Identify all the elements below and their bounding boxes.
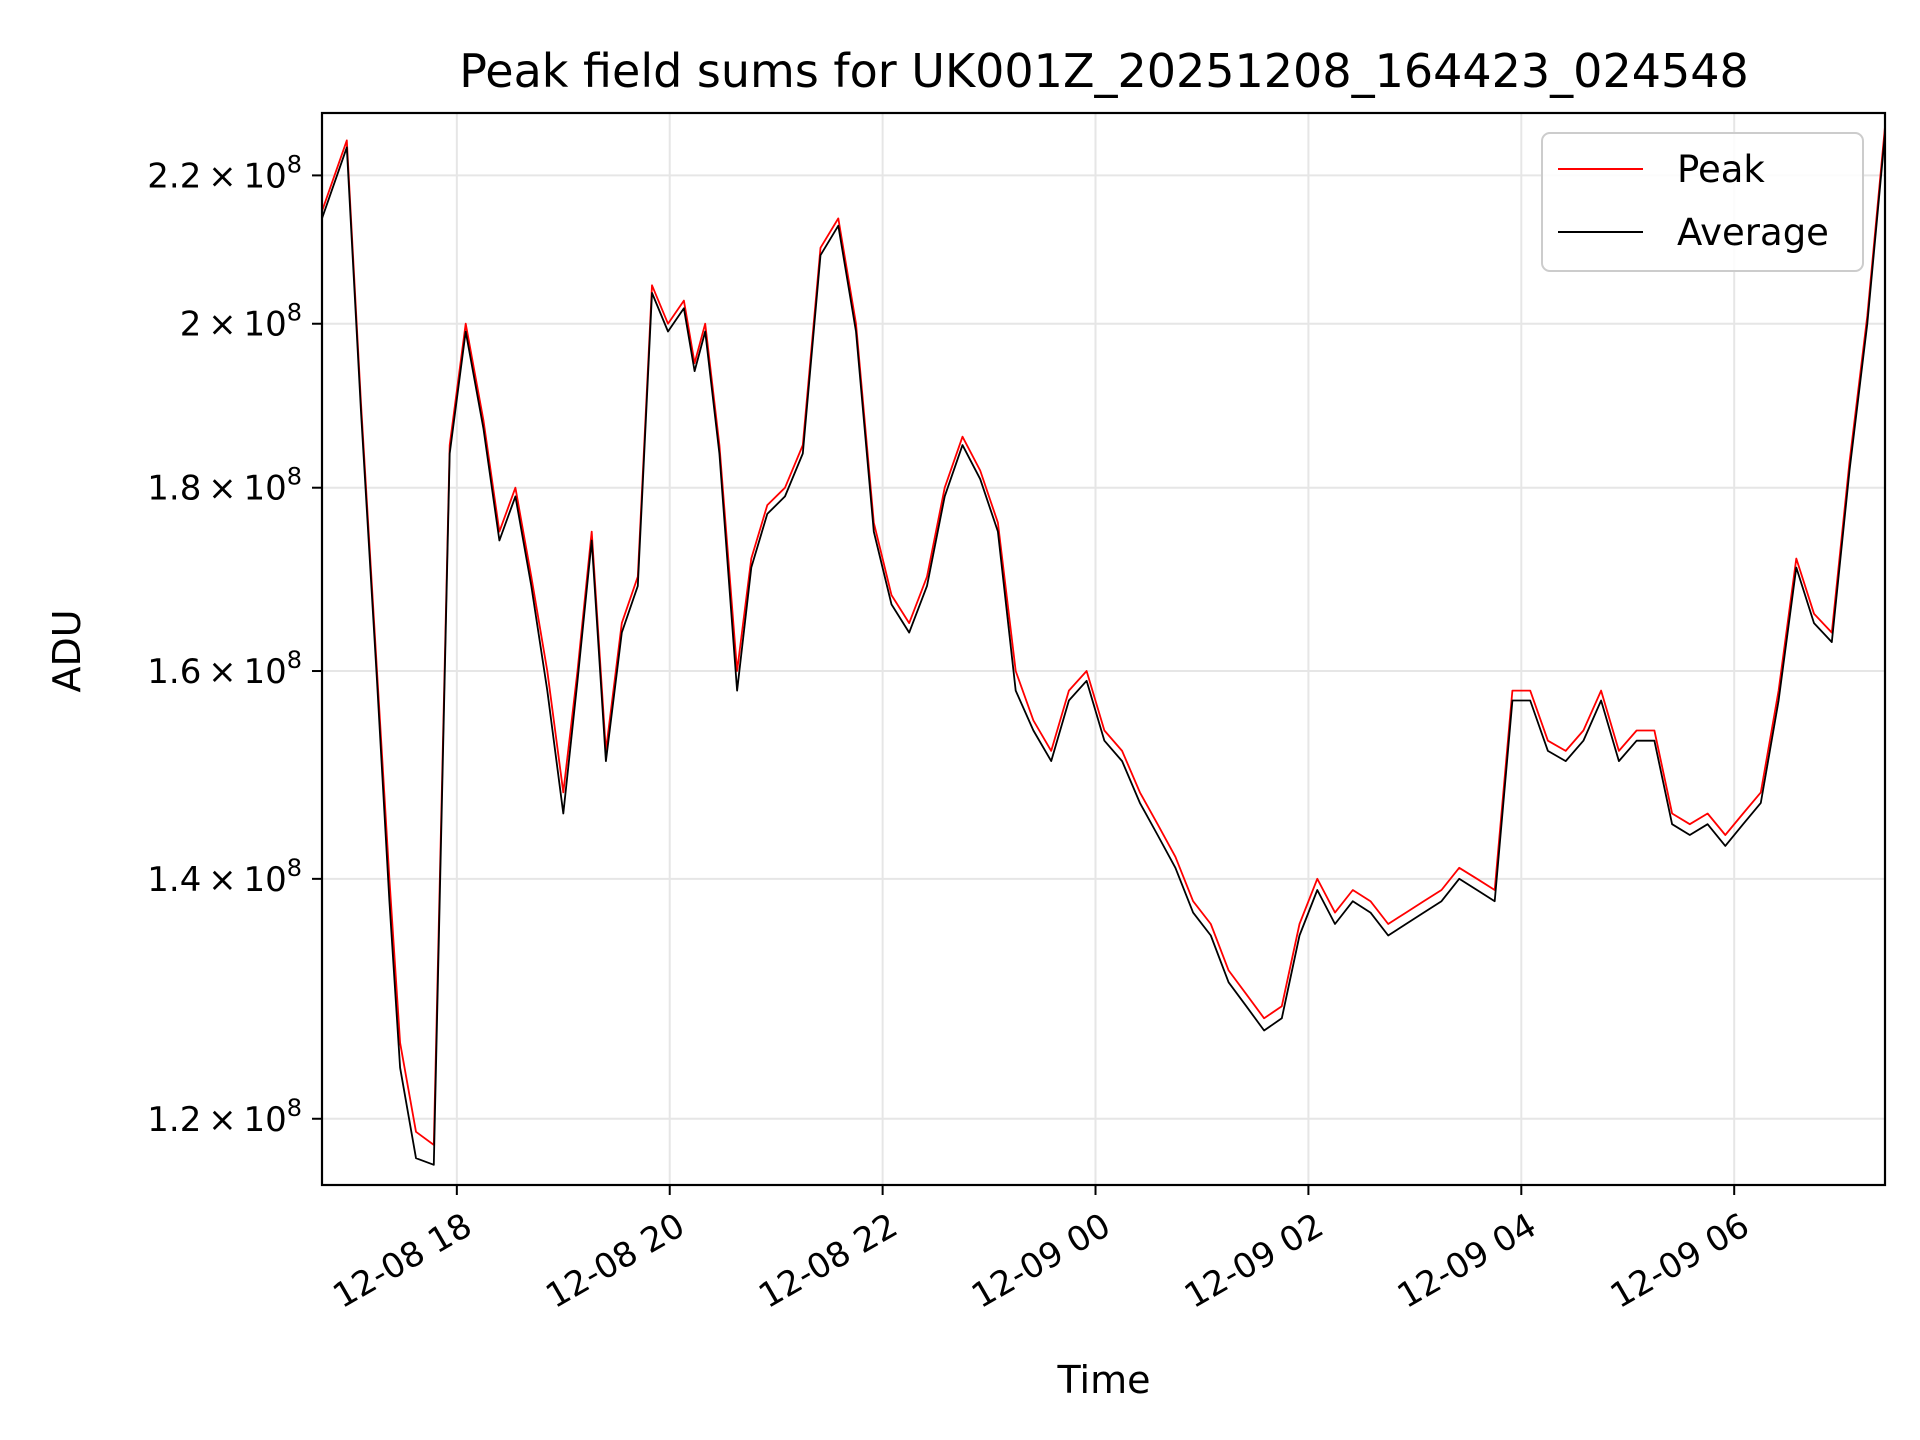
y-tick-base: 10 <box>243 156 286 196</box>
y-tick-mantissa: 1.6 <box>147 652 201 692</box>
x-axis-label: Time <box>1057 1358 1151 1402</box>
y-tick-base: 10 <box>243 652 286 692</box>
y-tick-times: × <box>201 469 243 509</box>
y-tick-base: 10 <box>243 469 286 509</box>
y-tick-label: 1.2 × 108 <box>147 1094 302 1140</box>
y-tick-times: × <box>201 860 243 900</box>
legend-box <box>1541 132 1864 272</box>
y-tick-mantissa: 2 <box>180 305 202 345</box>
y-tick-mantissa: 2.2 <box>147 156 201 196</box>
legend: Peak Average <box>1541 132 1864 272</box>
y-tick-exponent: 8 <box>287 646 302 674</box>
y-tick-label: 2.2 × 108 <box>147 150 302 196</box>
y-tick-base: 10 <box>243 305 286 345</box>
y-tick-label: 1.4 × 108 <box>147 854 302 900</box>
series-line-average <box>321 133 1886 1166</box>
y-tick-exponent: 8 <box>287 299 302 327</box>
y-tick-label: 1.6 × 108 <box>147 646 302 692</box>
y-tick-exponent: 8 <box>287 1094 302 1122</box>
series-layer <box>321 126 1886 1166</box>
y-tick-exponent: 8 <box>287 463 302 491</box>
y-tick-label: 1.8 × 108 <box>147 463 302 509</box>
y-tick-times: × <box>201 305 243 345</box>
y-tick-times: × <box>201 652 243 692</box>
y-tick-base: 10 <box>243 860 286 900</box>
y-tick-base: 10 <box>243 1100 286 1140</box>
legend-label-average: Average <box>1677 211 1829 254</box>
y-tick-times: × <box>201 156 243 196</box>
plot-frame <box>320 111 1887 1187</box>
y-tick-exponent: 8 <box>287 854 302 882</box>
y-axis-label: ADU <box>45 609 89 692</box>
legend-label-peak: Peak <box>1677 148 1765 191</box>
y-tick-mantissa: 1.2 <box>147 1100 201 1140</box>
chart-title: Peak field sums for UK001Z_20251208_1644… <box>459 44 1749 98</box>
y-tick-mantissa: 1.4 <box>147 860 201 900</box>
y-tick-label: 2 × 108 <box>180 299 302 345</box>
grid <box>322 113 1885 1185</box>
y-tick-mantissa: 1.8 <box>147 469 201 509</box>
y-tick-exponent: 8 <box>287 150 302 178</box>
y-tick-times: × <box>201 1100 243 1140</box>
series-line-peak <box>321 126 1886 1146</box>
